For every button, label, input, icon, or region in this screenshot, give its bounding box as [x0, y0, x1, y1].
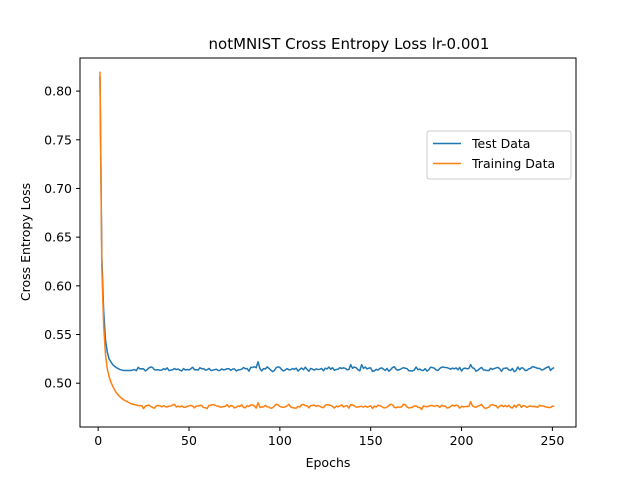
legend-box [426, 130, 572, 180]
legend-label-training-data: Training Data [471, 156, 555, 171]
series-line-training-data [99, 71, 555, 411]
x-tick-label: 150 [359, 433, 383, 448]
x-tick-label: 100 [268, 433, 292, 448]
y-tick-label: 0.65 [44, 230, 72, 245]
y-tick-label: 0.50 [44, 376, 72, 391]
y-tick-label: 0.75 [44, 132, 72, 147]
x-tick-label: 250 [540, 433, 564, 448]
y-tick-label: 0.60 [44, 278, 72, 293]
x-tick-label: 50 [181, 433, 197, 448]
legend-label-test-data: Test Data [471, 136, 530, 151]
y-tick-label: 0.80 [44, 84, 72, 99]
series-line-test-data [99, 76, 555, 373]
y-axis: 0.50 0.55 0.60 0.65 0.70 0.75 0.80 [44, 84, 80, 391]
plot-frame [79, 57, 577, 428]
x-axis-label: Epochs [306, 455, 351, 470]
y-axis-label: Cross Entropy Loss [18, 183, 33, 301]
chart-title: notMNIST Cross Entropy Loss lr-0.001 [209, 35, 490, 53]
plot-lines [99, 71, 555, 411]
y-tick-label: 0.70 [44, 181, 72, 196]
y-tick-label: 0.55 [44, 327, 72, 342]
x-tick-label: 0 [94, 433, 102, 448]
x-tick-label: 200 [450, 433, 474, 448]
x-axis: 0 50 100 150 200 250 [94, 427, 564, 448]
legend: Test Data Training Data [426, 130, 572, 180]
